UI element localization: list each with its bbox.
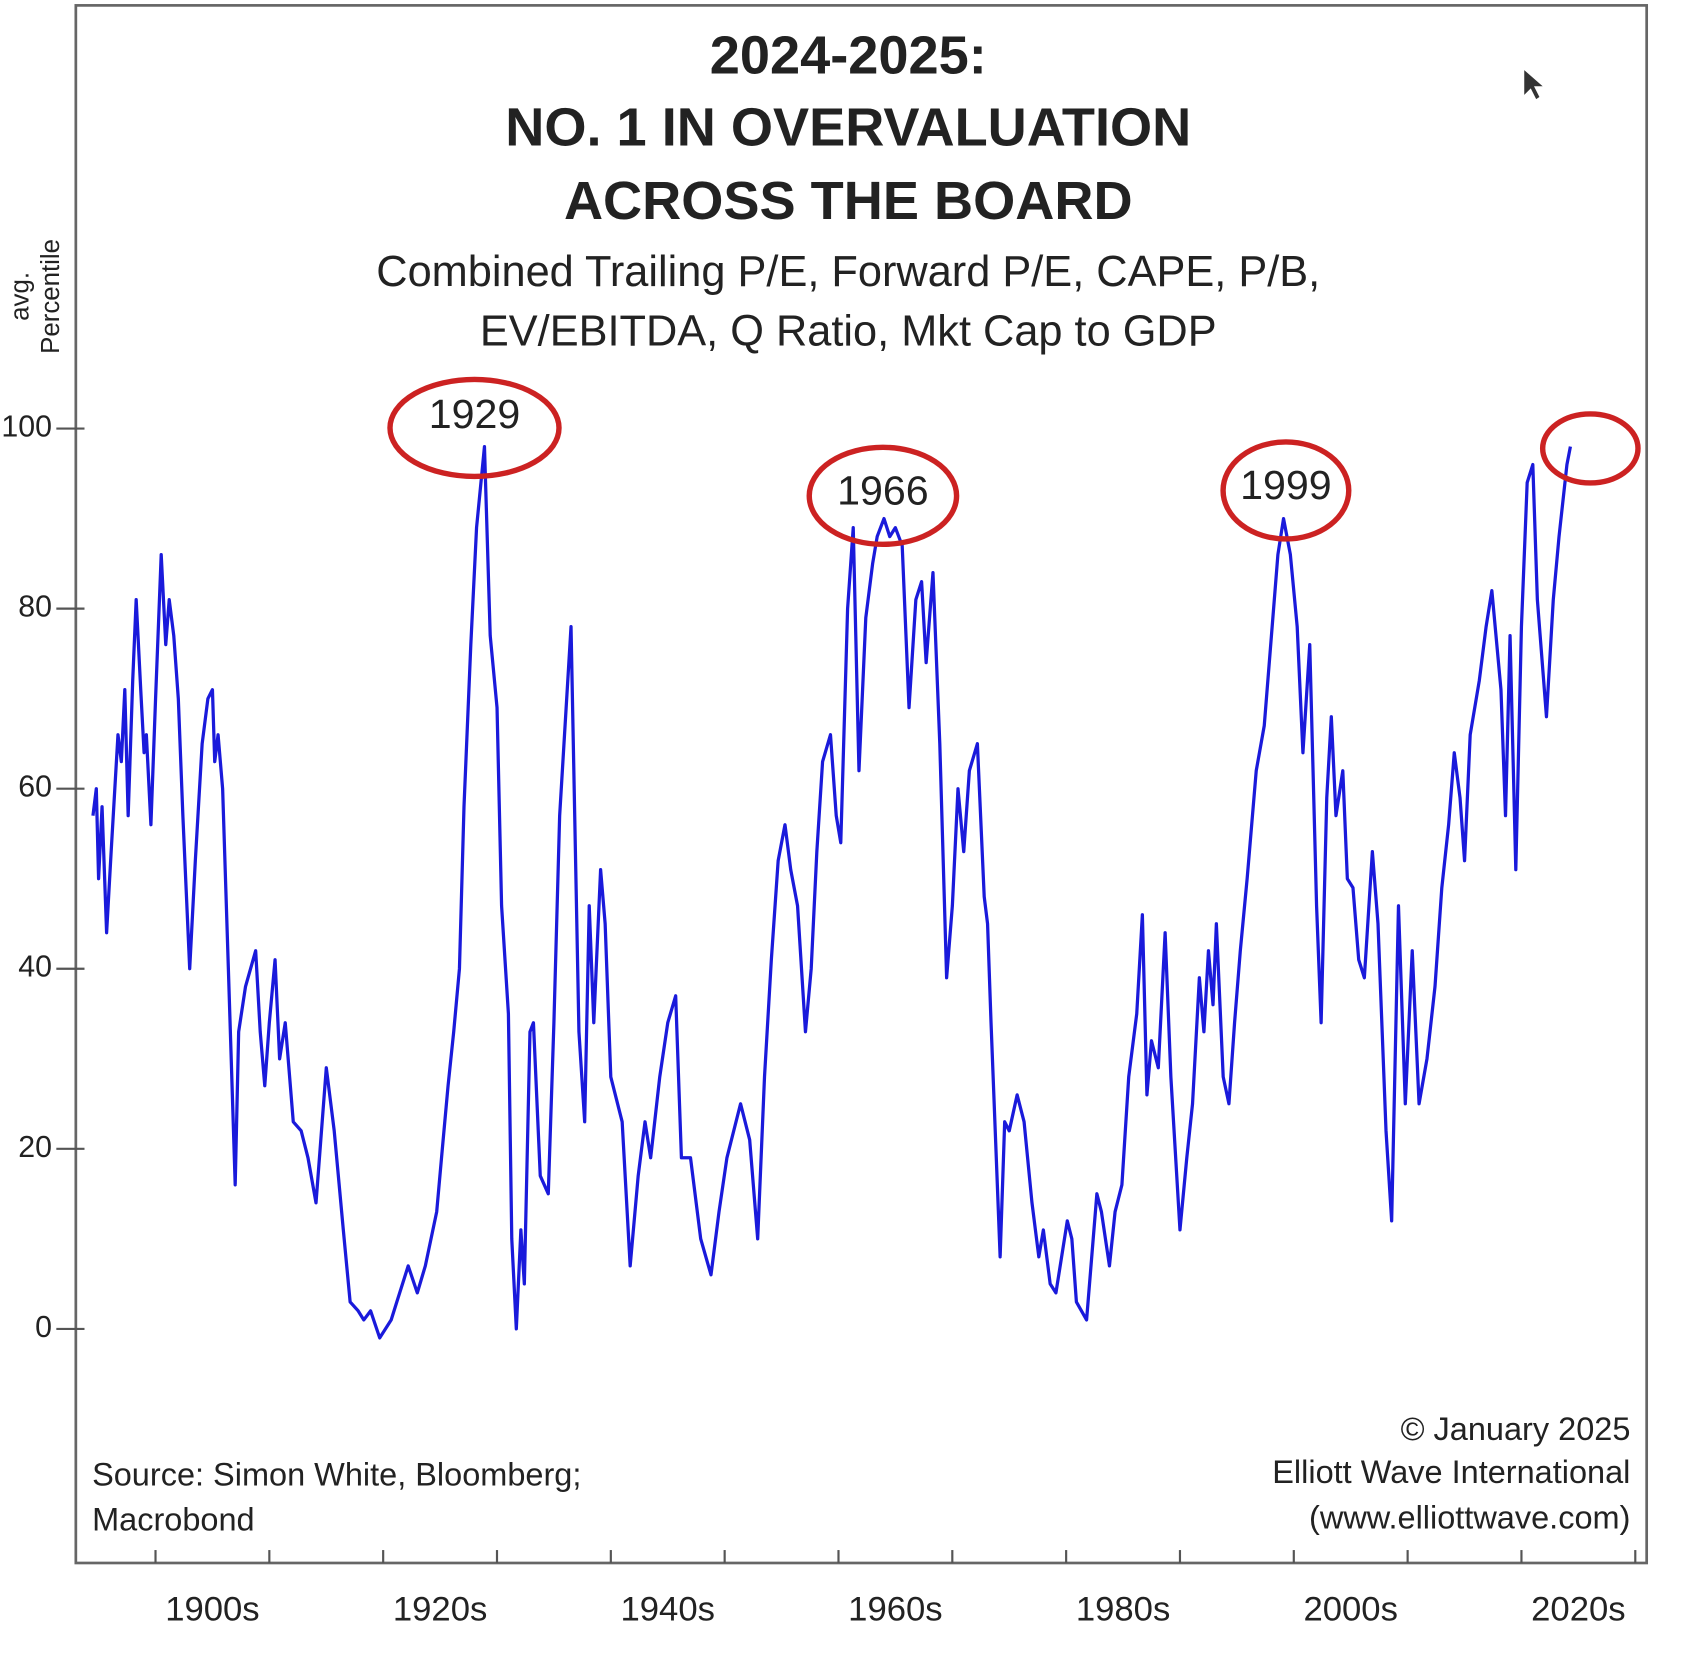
highlight-circle (1539, 411, 1641, 486)
highlight-circle (806, 444, 960, 548)
source-note: Macrobond (92, 1502, 255, 1538)
plot-frame (74, 4, 1649, 1565)
chart-title: 2024-2025: (710, 26, 987, 86)
source-note: Source: Simon White, Bloomberg; (92, 1456, 581, 1492)
y-tick-label: 40 (18, 951, 52, 984)
x-tick-label: 1940s (621, 1591, 715, 1629)
y-tick-label: 80 (18, 591, 52, 624)
x-tick-label: 2020s (1531, 1591, 1625, 1629)
highlight-circle (387, 376, 562, 480)
x-tick-label: 2000s (1303, 1591, 1397, 1629)
x-tick-label: 1980s (1076, 1591, 1170, 1629)
credit-note: Elliott Wave International (1272, 1454, 1630, 1490)
annotation-label: 1929 (429, 391, 521, 437)
x-tick-label: 1920s (393, 1591, 487, 1629)
chart-title: NO. 1 IN OVERVALUATION (505, 98, 1191, 158)
annotation-label: 1966 (837, 468, 929, 514)
y-tick-label: 0 (35, 1311, 52, 1344)
subtitle: EV/EBITDA, Q Ratio, Mkt Cap to GDP (480, 308, 1217, 356)
y-tick-label: 100 (1, 411, 52, 444)
cursor-icon (1524, 70, 1543, 100)
data-line (91, 444, 1572, 1340)
y-axis-label: avg. (6, 272, 34, 321)
credit-note: © January 2025 (1401, 1411, 1631, 1447)
y-tick-label: 20 (18, 1131, 52, 1164)
credit-note: (www.elliottwave.com) (1309, 1499, 1630, 1535)
annotation-label: 1999 (1240, 462, 1332, 508)
highlight-circle (1220, 439, 1352, 542)
y-axis-label: Percentile (37, 239, 65, 354)
chart-title: ACROSS THE BOARD (564, 171, 1133, 231)
x-tick-label: 1900s (165, 1591, 259, 1629)
y-tick-label: 60 (18, 771, 52, 804)
x-tick-label: 1960s (848, 1591, 942, 1629)
subtitle: Combined Trailing P/E, Forward P/E, CAPE… (376, 248, 1320, 296)
